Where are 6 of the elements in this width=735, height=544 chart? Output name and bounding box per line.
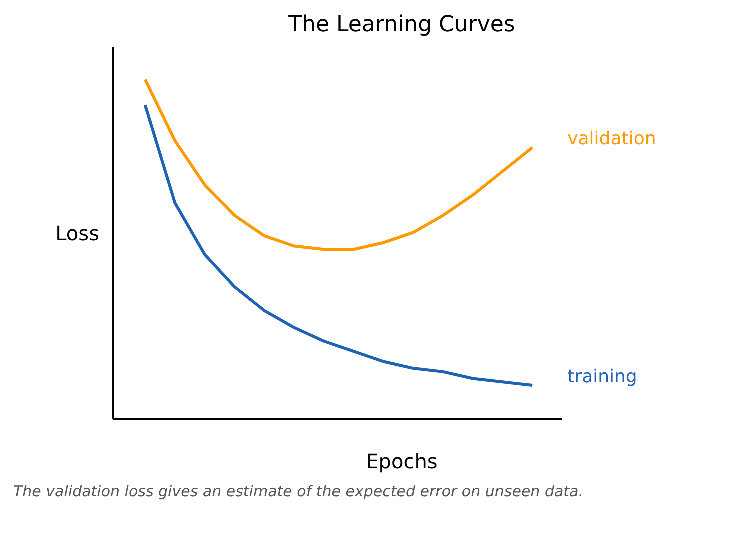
x-axis-title: Epochs	[366, 450, 438, 474]
chart-title: The Learning Curves	[288, 12, 516, 38]
text: The validation loss gives an estimate of the expected error on unseen data.	[14, 482, 584, 500]
series-label: validation	[568, 128, 656, 150]
series-label: training	[568, 366, 638, 388]
y-axis-title: Loss	[56, 222, 100, 246]
